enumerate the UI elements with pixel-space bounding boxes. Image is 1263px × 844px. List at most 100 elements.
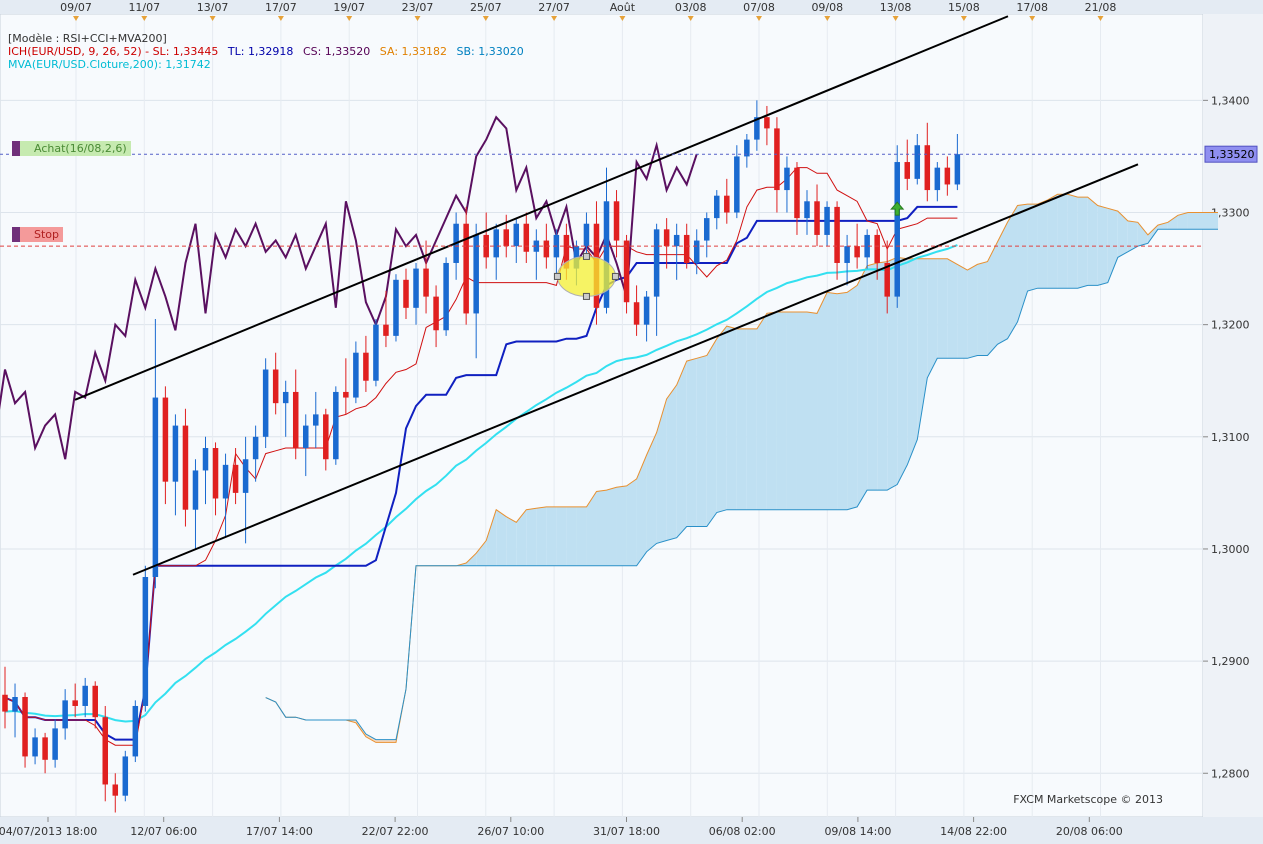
candle-body [132,705,139,757]
cloud-segment [766,312,777,510]
cloud-segment [827,292,838,510]
candle-body [353,352,359,398]
channel-upper-line [74,15,1009,401]
top-axis-marker [73,16,79,21]
candle-body [22,696,28,757]
top-axis-label: 17/08 [1016,1,1048,14]
cloud-segment [807,312,818,510]
candle-body [202,448,209,471]
stop-signal-label: Stop [34,228,60,241]
candle-body [673,234,680,247]
legend-mva: MVA(EUR/USD.Cloture,200): 1,31742 [8,58,211,71]
top-axis-label: 19/07 [333,1,365,14]
cloud-segment [997,222,1008,345]
candle-body [192,470,199,510]
cloud-segment [917,258,928,440]
candle-body [643,296,650,325]
cloud-segment [1037,199,1048,289]
candle-body [824,206,830,235]
candle-body [754,117,760,140]
top-axis-marker [141,16,148,21]
top-axis-marker [960,16,967,21]
cloud-segment [566,506,577,566]
top-axis-marker [1029,16,1036,21]
ellipse-handle [582,252,590,260]
cloud-segment [1167,215,1178,230]
candle-body [52,728,58,760]
cloud-segment [666,384,677,541]
candle-body [292,391,299,449]
cloud-segment [837,292,848,510]
cloud-segment [987,241,998,356]
candle-body [82,685,88,706]
candle-body [503,229,510,247]
bottom-axis-label: 20/08 06:00 [1056,825,1123,838]
cloud-segment [1067,194,1078,289]
ellipse-handle [553,272,561,280]
candle-body [583,223,590,247]
candle-body [663,229,670,247]
top-axis-marker [209,16,216,21]
cloud-segment [536,506,547,566]
candle-body [563,234,570,269]
cloud-segment [1197,212,1208,230]
cloud-segment [606,487,617,566]
top-axis-marker [824,16,831,21]
candle-body [744,139,750,157]
cloud-segment [1177,212,1188,230]
legend-ichimoku: ICH(EUR/USD, 9, 26, 52) - SL: 1,33445 TL… [8,45,524,58]
candle-body [92,685,98,718]
cloud-segment [857,265,868,507]
ichimoku-cloud [265,194,1219,743]
bottom-axis-label: 31/07 18:00 [593,825,660,838]
bottom-axis-label: 22/07 22:00 [362,825,429,838]
cloud-segment [365,734,376,743]
cloud-segment [897,257,908,485]
candle-body [433,296,439,331]
candle-body [543,240,550,258]
candle-body [62,700,68,729]
cloud-segment [596,490,607,566]
candle-body [623,240,630,303]
cloud-segment [977,261,988,356]
cloud-segment [1137,222,1148,247]
cloud-segment [506,516,517,566]
cloud-segment [1087,197,1098,286]
cloud-segment [726,326,737,510]
candle-body [844,246,850,263]
candle-body [513,223,520,247]
candle-body [804,201,810,219]
top-axis-marker [892,16,899,21]
cloud-segment [616,485,627,566]
candle-body [603,201,610,308]
candle-body [42,737,48,760]
cloud-segment [375,739,386,743]
candle-body [12,696,18,712]
cloud-segment [526,508,537,566]
bottom-axis-label: 12/07 06:00 [130,825,197,838]
candle-body [633,302,640,325]
cloud-segment [957,264,968,359]
candle-body [262,369,269,437]
top-axis-marker [414,16,421,21]
candle-body [182,425,189,510]
stop-signal-tag[interactable]: Stop [12,227,64,242]
candle-body [2,694,8,712]
candle-body [533,240,540,252]
top-axis-label: 13/07 [197,1,229,14]
bottom-axis-label: 09/08 14:00 [824,825,891,838]
buy-signal-tag[interactable]: Achat(16/08,2,6) [12,141,131,156]
cloud-segment [1147,225,1158,244]
candle-body [172,425,179,482]
cloud-segment [696,355,707,527]
candle-body [323,414,329,460]
cloud-segment [1027,204,1038,292]
right-axis-bar [1203,14,1263,817]
cloud-segment [937,258,948,359]
cloud-segment [746,328,757,510]
candle-body [764,117,770,129]
y-tick-label: 1,3100 [1211,431,1250,444]
cloud-segment [706,338,717,527]
